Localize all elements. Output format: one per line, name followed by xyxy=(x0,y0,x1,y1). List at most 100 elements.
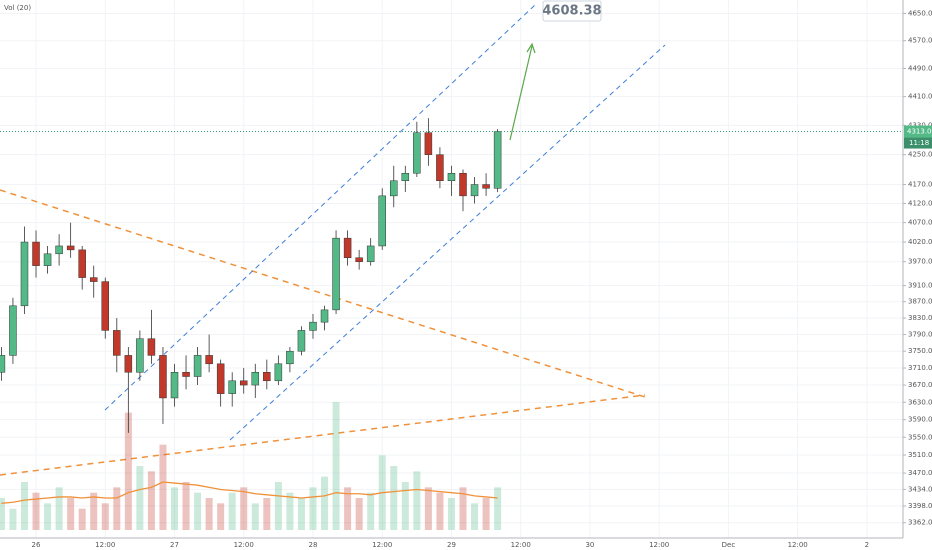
y-tick-label: 3910.00 xyxy=(908,282,932,290)
countdown-label: 11:18 xyxy=(909,139,929,147)
volume-bar xyxy=(494,487,502,530)
candle-body xyxy=(320,309,329,323)
candle-body xyxy=(390,180,398,197)
y-tick-label: 3362.00 xyxy=(908,519,932,527)
channel-line xyxy=(229,44,666,441)
volume-bar xyxy=(182,482,190,530)
candle-body xyxy=(124,355,133,373)
annotation: 4608.38 xyxy=(542,4,601,19)
x-tick-label: 30 xyxy=(585,541,594,549)
candle-body xyxy=(459,173,467,197)
y-tick-label: 3470.00 xyxy=(908,469,932,477)
x-tick-label: 12:00 xyxy=(372,541,392,549)
volume-layer xyxy=(0,402,502,530)
axes-layer: 4650.00 4570.00 4490.00 4410.00 4330.00 4250.… xyxy=(0,9,932,549)
volume-bar xyxy=(205,498,213,530)
candle-body xyxy=(286,350,294,365)
candle-body xyxy=(43,253,52,266)
x-tick-label: 2 xyxy=(865,541,869,549)
volume-bar xyxy=(147,471,155,530)
candle-body xyxy=(355,257,363,262)
arrow-head xyxy=(526,42,536,54)
trend-line xyxy=(0,189,646,398)
y-tick-label: 4410.00 xyxy=(908,93,932,101)
y-tick-label: 3830.00 xyxy=(908,314,932,322)
volume-bar xyxy=(332,402,340,530)
y-tick-label: 3750.00 xyxy=(908,347,932,355)
volume-bar xyxy=(55,487,63,530)
candle-body xyxy=(55,245,63,255)
x-tick-label: 12:00 xyxy=(649,541,669,549)
candle-body xyxy=(0,355,6,373)
volume-ma xyxy=(1,481,498,504)
volume-bar xyxy=(309,487,317,530)
y-tick-label: 4570.00 xyxy=(908,37,932,45)
volume-bar xyxy=(67,498,75,530)
volume-bar xyxy=(0,498,5,530)
arrow xyxy=(509,45,533,141)
volume-bar xyxy=(321,476,329,530)
candle-body xyxy=(9,305,17,356)
candle-body xyxy=(147,338,156,356)
volume-bar xyxy=(101,503,109,530)
candle-body xyxy=(401,173,410,182)
y-tick-label: 4120.00 xyxy=(908,199,932,207)
candles-layer xyxy=(0,118,502,433)
y-tick-label: 3670.00 xyxy=(908,381,932,389)
candle-body xyxy=(482,184,490,189)
volume-bar xyxy=(78,508,86,530)
volume-bar xyxy=(194,492,202,530)
candle-body xyxy=(216,363,225,394)
volume-bar xyxy=(286,492,294,530)
volume-bar xyxy=(113,487,121,530)
candle-body xyxy=(263,372,271,382)
volume-bar xyxy=(447,498,455,530)
volume-bar xyxy=(459,487,467,530)
candle-body xyxy=(205,355,213,365)
volume-bar xyxy=(159,444,167,530)
y-tick-label: 3550.00 xyxy=(908,433,932,441)
candle-body xyxy=(228,380,236,394)
x-tick-label: 12:00 xyxy=(95,541,115,549)
candle-body xyxy=(78,249,86,278)
candle-body xyxy=(239,380,248,386)
candle-body xyxy=(136,338,144,373)
y-tick-label: 4070.00 xyxy=(908,219,932,227)
candle-body xyxy=(66,245,75,251)
annotation-box xyxy=(542,0,602,22)
y-tick-label: 3398.00 xyxy=(908,502,932,510)
volume-bar xyxy=(90,492,98,530)
candle-body xyxy=(413,132,421,174)
volume-bar xyxy=(424,487,432,530)
volume-bar xyxy=(9,508,17,530)
candle-body xyxy=(343,237,352,258)
y-tick-label: 4250.00 xyxy=(908,151,932,159)
y-tick-label: 3590.00 xyxy=(908,416,932,424)
channel-line xyxy=(104,4,536,411)
x-tick-label: 27 xyxy=(170,541,179,549)
volume-bar xyxy=(482,498,490,530)
volume-bar xyxy=(297,498,305,530)
y-tick-label: 3790.00 xyxy=(908,331,932,339)
y-tick-label: 4650.00 xyxy=(908,9,932,17)
y-tick-label: 3870.00 xyxy=(908,298,932,306)
volume-bar xyxy=(32,492,40,530)
candle-body xyxy=(366,245,375,262)
y-tick-label: 4170.00 xyxy=(908,181,932,189)
candle-body xyxy=(101,281,110,331)
volume-bar xyxy=(263,498,271,530)
candle-body xyxy=(113,330,121,356)
volume-bar xyxy=(274,482,282,530)
indicator-label: Vol (20) xyxy=(4,4,31,12)
y-tick-label: 3434.00 xyxy=(908,485,932,493)
countdown-tag xyxy=(904,137,932,149)
volume-bar xyxy=(136,466,144,530)
volume-bar xyxy=(413,471,421,530)
price-tag-label: 4313.09 xyxy=(907,128,932,136)
volume-bar xyxy=(228,492,236,530)
y-tick-label: 4490.00 xyxy=(908,64,932,72)
volume-bar xyxy=(251,503,259,530)
candle-body xyxy=(159,355,167,399)
y-tick-label: 4020.00 xyxy=(908,238,932,246)
